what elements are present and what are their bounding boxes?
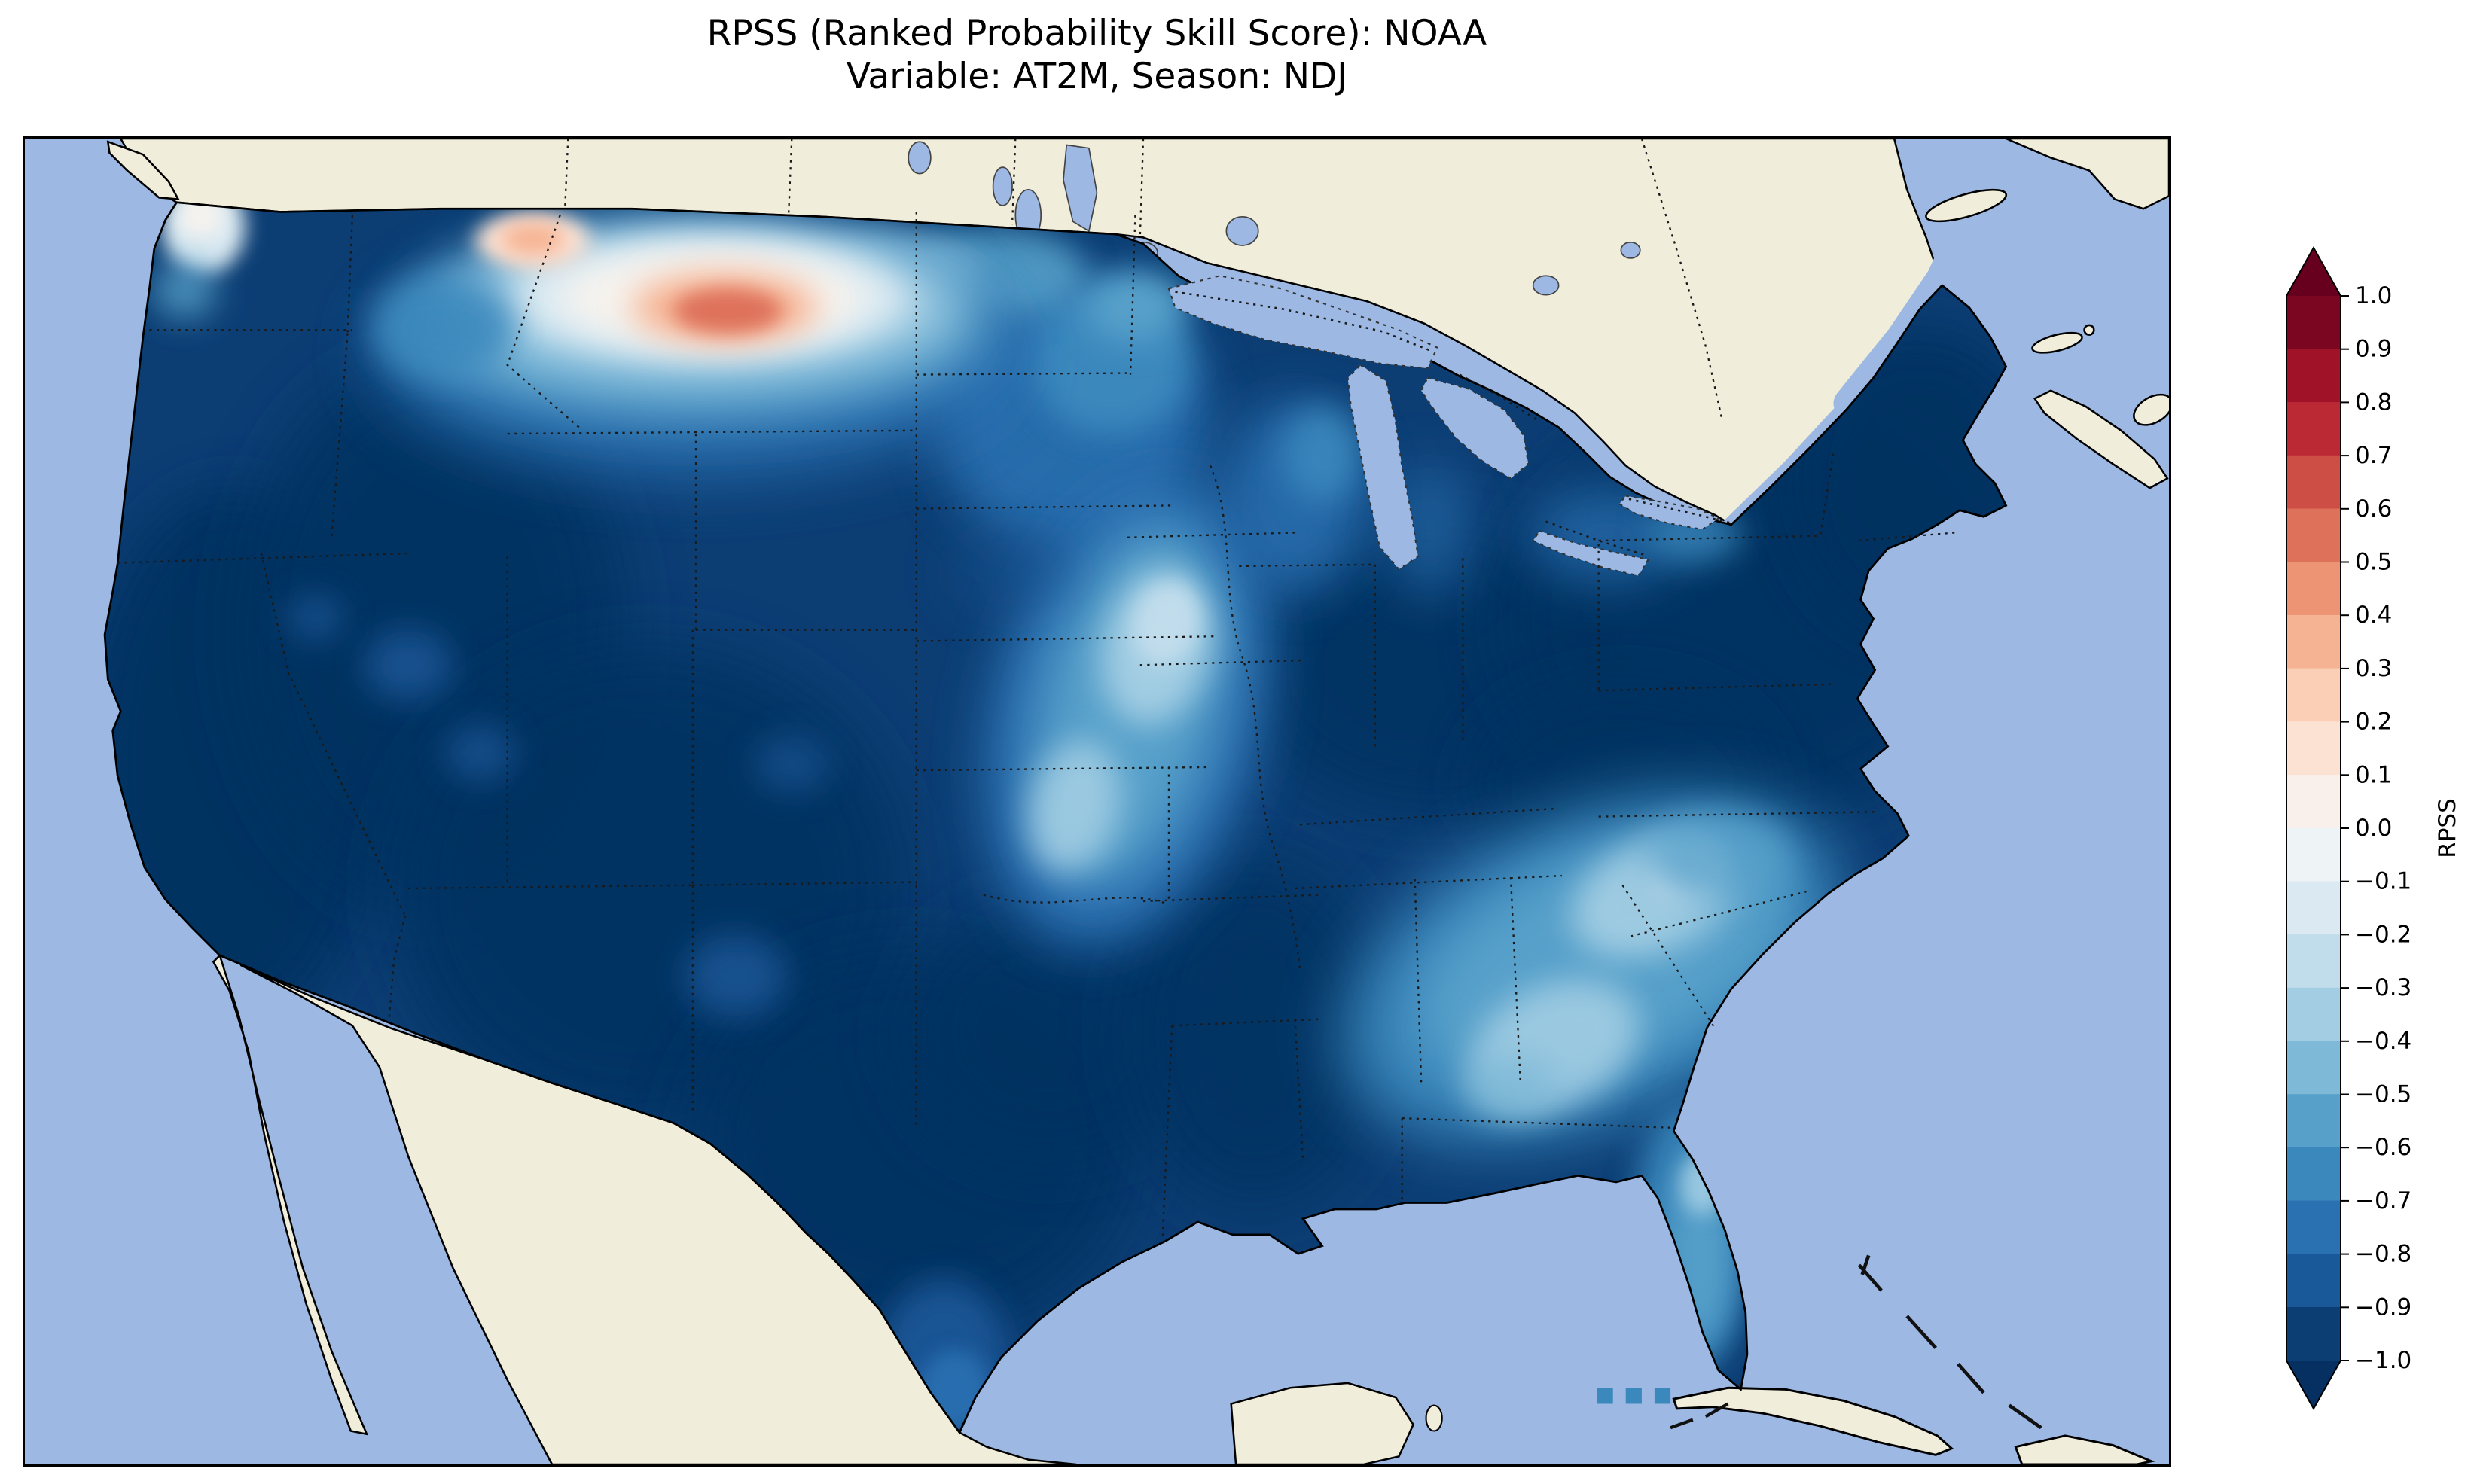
cape-breton-island [2133, 393, 2169, 426]
colorbar-bin [2286, 721, 2341, 776]
colorbar-bin [2286, 1147, 2341, 1202]
colorbar-bin [2286, 295, 2341, 349]
lake-ontario [1618, 495, 1720, 531]
colorbar-tick-label: 0.6 [2355, 495, 2392, 523]
colorbar: 1.0 0.9 0.8 0.7 0.6 0.5 0.4 0.3 0.2 0.1 0.0 −0.1 −0.… [2283, 245, 2474, 1421]
colorbar-tick-label: −0.4 [2355, 1028, 2411, 1055]
colorbar-bin [2286, 402, 2341, 456]
chart-title-line1: RPSS (Ranked Probability Skill Score): N… [706, 13, 1487, 54]
colorbar-tick-label: −0.9 [2355, 1294, 2411, 1321]
colorbar-tick-label: 0.4 [2355, 602, 2392, 629]
conus-rpss-map [25, 139, 2169, 1464]
colorbar-bin [2286, 1094, 2341, 1148]
chart-title-line2: Variable: AT2M, Season: NDJ [846, 56, 1348, 98]
colorbar-bin [2286, 881, 2341, 935]
colorbar-tick-label: 0.2 [2355, 708, 2392, 736]
border-through-lakes [1175, 291, 1732, 556]
lake-michigan [1347, 364, 1420, 571]
nova-scotia [2033, 389, 2169, 489]
colorbar-tick-label: 0.0 [2355, 815, 2392, 842]
colorbar-extend-over [2286, 248, 2341, 296]
colorbar-bin [2286, 1041, 2341, 1095]
baja-california [212, 953, 369, 1436]
colorbar-extend-under [2286, 1361, 2341, 1409]
colorbar-tick-label: 0.8 [2355, 389, 2392, 416]
stray-data-cells [1597, 1388, 1671, 1404]
colorbar-tick-label: 0.5 [2355, 549, 2392, 576]
map-axes [23, 136, 2171, 1467]
colorbar-tick-label: 0.1 [2355, 761, 2392, 788]
colorbar-bin [2286, 827, 2341, 882]
bahamas [1857, 1254, 2042, 1430]
hispaniola [2014, 1434, 2155, 1464]
colorbar-bin [2286, 775, 2341, 829]
us-outline [103, 201, 2008, 1435]
yucatan-peninsula [1230, 1382, 1414, 1464]
lake-huron [1420, 376, 1530, 480]
chart-title: RPSS (Ranked Probability Skill Score): N… [23, 12, 2171, 99]
colorbar-bin [2286, 1254, 2341, 1308]
colorbar-bin [2286, 614, 2341, 669]
colorbar-tick-label: −1.0 [2355, 1347, 2411, 1374]
colorbar-tick-label: −0.2 [2355, 921, 2411, 948]
cozumel [1425, 1404, 1443, 1432]
colorbar-tick-label: 0.7 [2355, 442, 2392, 469]
florida-keys [1670, 1402, 1729, 1430]
colorbar-bin [2286, 1307, 2341, 1361]
colorbar-tick-label: −0.8 [2355, 1241, 2411, 1268]
caribbean-islands [1670, 1254, 2155, 1464]
canada-province-borders [563, 139, 1723, 419]
colorbar-bin [2286, 1200, 2341, 1254]
vancouver-island [106, 140, 180, 200]
colorbar-tick-label: 1.0 [2355, 282, 2392, 309]
colorbar-tick-label: −0.5 [2355, 1081, 2411, 1108]
colorbar-tick-label: 0.9 [2355, 336, 2392, 363]
atlantic-canada-islands [106, 139, 2169, 489]
lake-superior [1167, 275, 1438, 370]
colorbar-bin [2286, 934, 2341, 989]
great-lakes [1167, 275, 1720, 577]
colorbar-tick-label: −0.1 [2355, 868, 2411, 895]
colorbar-bin [2286, 668, 2341, 722]
colorbar-bin [2286, 562, 2341, 616]
colorbar-tick-label: −0.6 [2355, 1134, 2411, 1161]
state-borders [117, 212, 1955, 1240]
colorbar-tick-label: −0.3 [2355, 974, 2411, 1001]
colorbar-bin [2286, 349, 2341, 403]
prince-edward-island [2031, 331, 2083, 354]
colorbar-scale: 1.0 0.9 0.8 0.7 0.6 0.5 0.4 0.3 0.2 0.1 0.0 −0.1 −0.… [2286, 245, 2461, 1411]
colorbar-tick-label: −0.7 [2355, 1187, 2411, 1214]
lake-erie [1532, 530, 1650, 577]
newfoundland [2006, 139, 2169, 210]
colorbar-bin [2286, 508, 2341, 562]
colorbar-axis-label: RPSS [2434, 798, 2461, 858]
colorbar-bin [2286, 987, 2341, 1042]
colorbar-tick-label: 0.3 [2355, 655, 2392, 682]
colorbar-bin [2286, 455, 2341, 510]
anticosti-island [1925, 188, 2008, 223]
